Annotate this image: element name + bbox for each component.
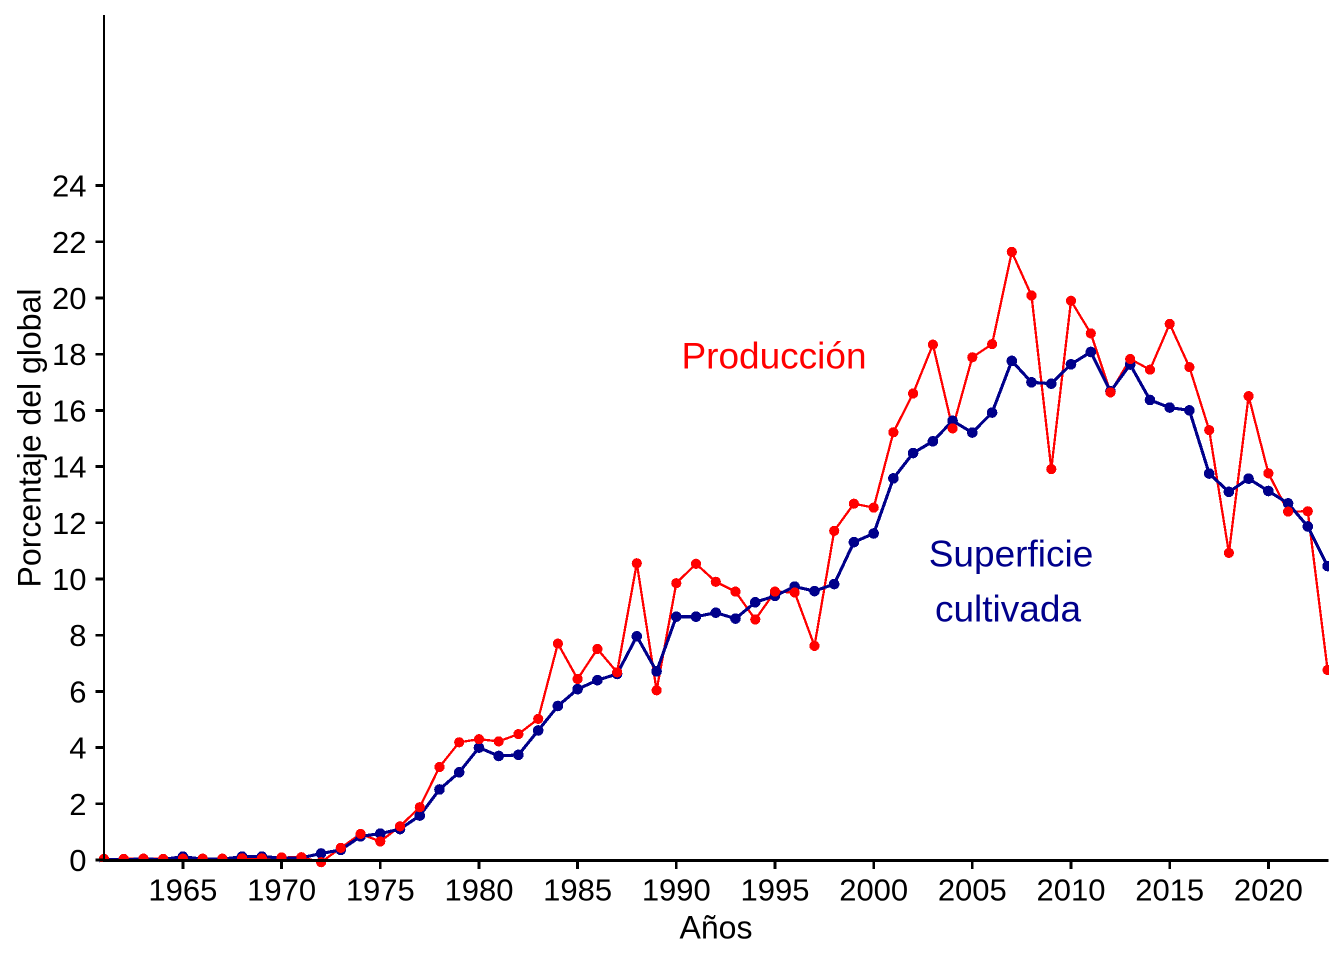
svg-text:1975: 1975: [346, 873, 415, 908]
svg-text:22: 22: [52, 225, 86, 260]
svg-text:1985: 1985: [543, 873, 612, 908]
svg-text:2020: 2020: [1234, 873, 1303, 908]
svg-text:6: 6: [69, 674, 86, 709]
svg-text:1970: 1970: [247, 873, 316, 908]
svg-text:12: 12: [52, 506, 86, 541]
svg-text:2000: 2000: [839, 873, 908, 908]
svg-text:Porcentaje del global: Porcentaje del global: [12, 289, 48, 588]
svg-text:10: 10: [52, 562, 86, 597]
svg-text:Años: Años: [680, 910, 753, 946]
svg-text:2005: 2005: [938, 873, 1007, 908]
svg-text:2: 2: [69, 787, 86, 822]
svg-text:4: 4: [69, 731, 86, 766]
svg-text:0: 0: [69, 843, 86, 878]
svg-text:14: 14: [52, 450, 86, 485]
svg-text:16: 16: [52, 393, 86, 428]
svg-text:Producción: Producción: [681, 335, 866, 376]
svg-text:cultivada: cultivada: [935, 589, 1081, 630]
svg-text:8: 8: [69, 618, 86, 653]
svg-text:20: 20: [52, 281, 86, 316]
svg-text:2010: 2010: [1037, 873, 1106, 908]
svg-text:Superficie: Superficie: [929, 534, 1094, 575]
svg-text:2015: 2015: [1135, 873, 1204, 908]
svg-text:1990: 1990: [642, 873, 711, 908]
svg-text:1995: 1995: [741, 873, 810, 908]
svg-text:1980: 1980: [445, 873, 514, 908]
svg-text:24: 24: [52, 169, 86, 204]
svg-text:1965: 1965: [148, 873, 217, 908]
svg-text:18: 18: [52, 337, 86, 372]
